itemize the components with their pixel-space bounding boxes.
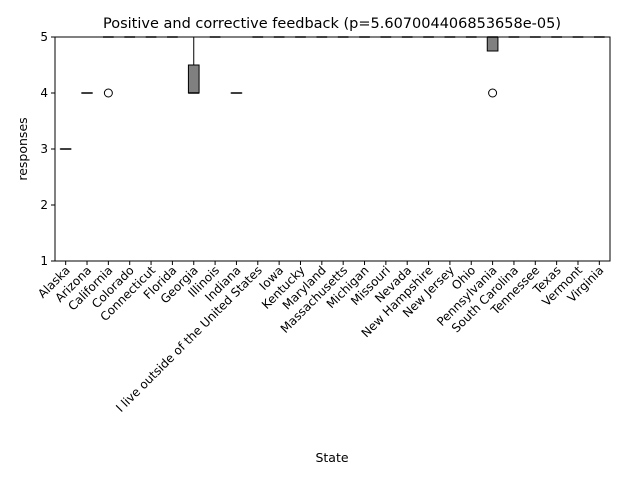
y-tick-label: 4	[40, 86, 48, 100]
outlier-point	[103, 88, 113, 98]
y-tick-label: 2	[40, 198, 48, 212]
box-6	[187, 37, 200, 94]
x-axis-label: State	[315, 450, 348, 465]
y-axis: 1 2 3 4 5	[40, 30, 55, 268]
y-tick-label: 3	[40, 142, 48, 156]
chart-title: Positive and corrective feedback (p=5.60…	[103, 16, 561, 32]
box-body	[187, 64, 200, 94]
y-axis-label: responses	[15, 117, 30, 180]
box-body	[486, 36, 499, 52]
y-tick-label: 1	[40, 254, 48, 268]
y-tick-label: 5	[40, 30, 48, 44]
outlier-point	[488, 88, 498, 98]
